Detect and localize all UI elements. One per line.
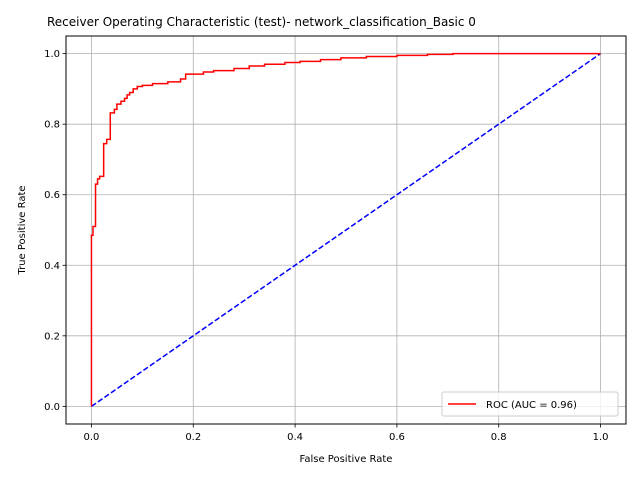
x-tick-label: 0.2 (185, 432, 201, 443)
y-tick-label: 0.0 (44, 402, 60, 413)
grid (66, 36, 626, 424)
y-tick-label: 0.6 (44, 190, 60, 201)
x-tick-label: 0.4 (287, 432, 303, 443)
x-tick-label: 0.6 (389, 432, 405, 443)
x-axis-label: False Positive Rate (300, 454, 393, 465)
legend: ROC (AUC = 0.96) (441, 391, 619, 417)
y-tick-label: 0.4 (44, 261, 60, 272)
axes-frame (65, 35, 627, 425)
chart-title: Receiver Operating Characteristic (test)… (47, 15, 476, 29)
x-tick-label: 1.0 (593, 432, 609, 443)
legend-label: ROC (AUC = 0.96) (486, 400, 577, 411)
x-tick-label: 0.8 (491, 432, 507, 443)
series-layer (90, 52, 601, 407)
y-tick-label: 0.8 (44, 120, 60, 131)
roc-curve (90, 52, 601, 407)
y-axis-label: True Positive Rate (17, 185, 28, 275)
y-tick-label: 1.0 (44, 49, 60, 60)
y-tick-label: 0.2 (44, 331, 60, 342)
ticks: 0.0 0.2 0.4 0.6 0.8 1.0 0.0 0.2 0.4 0.6 0.8 1.0 (44, 49, 608, 443)
x-tick-label: 0.0 (84, 432, 100, 443)
legend-box (441, 391, 619, 417)
chance-diagonal-line (91, 53, 601, 407)
